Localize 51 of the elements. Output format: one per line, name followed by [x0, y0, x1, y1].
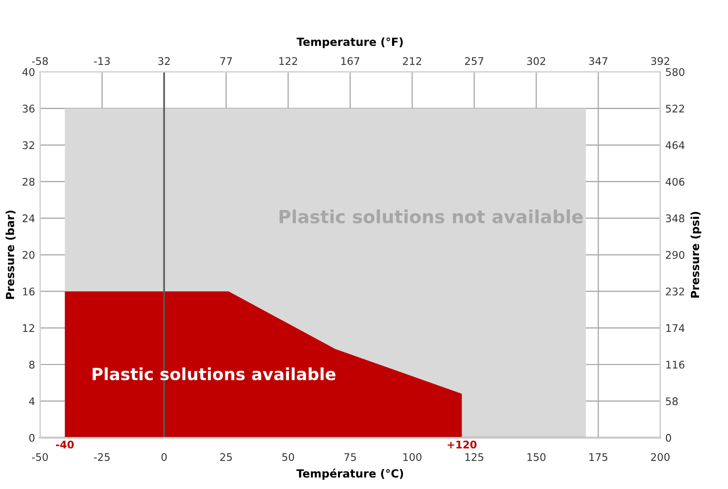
y2-tick-label: 174 [666, 324, 684, 332]
y-tick-label: 28 [22, 178, 34, 186]
x-tick-label: 125 [465, 453, 484, 461]
x2-tick-label: 167 [341, 57, 360, 66]
x2-tick-label: 32 [158, 57, 170, 66]
x-tick-label: 175 [589, 453, 608, 461]
y2-tick-label: 348 [666, 214, 684, 222]
y2-tick-label: 522 [666, 104, 684, 113]
x2-tick-label: 212 [403, 57, 422, 65]
y-axis-title: Pressure (bar) [6, 210, 16, 299]
y2-tick-label: 232 [666, 288, 684, 296]
annotation: -40 [56, 440, 74, 448]
y2-tick-label: 580 [666, 68, 684, 76]
x2-tick-label: -58 [32, 57, 48, 66]
x-tick-label: -25 [94, 453, 110, 461]
x2-axis-title: Temperature (°F) [296, 37, 403, 48]
x-tick-label: -50 [32, 453, 48, 461]
x-tick-label: 25 [220, 453, 232, 461]
x2-tick-label: 302 [527, 57, 546, 66]
y-tick-label: 32 [22, 141, 34, 150]
x-tick-label: 50 [282, 453, 294, 461]
y2-axis-title: Pressure (psi) [690, 212, 702, 298]
y-tick-label: 8 [29, 360, 34, 369]
x2-tick-label: -13 [94, 57, 110, 66]
y2-tick-label: 464 [666, 141, 684, 150]
x2-tick-label: 77 [220, 57, 232, 65]
y-tick-label: 0 [29, 434, 34, 442]
y-tick-label: 36 [22, 104, 35, 113]
y2-tick-label: 0 [666, 434, 672, 442]
x2-tick-label: 347 [589, 57, 608, 66]
x-tick-label: 150 [527, 453, 546, 461]
y-tick-label: 12 [23, 324, 34, 332]
annotation: Plastic solutions available [92, 367, 336, 380]
y2-tick-label: 290 [666, 250, 684, 259]
annotation: +120 [448, 440, 477, 448]
y2-tick-label: 116 [666, 360, 684, 369]
x-tick-label: 100 [403, 453, 422, 461]
x-tick-label: 200 [651, 453, 670, 461]
x2-tick-label: 392 [651, 57, 670, 66]
y-tick-label: 4 [29, 397, 35, 406]
y-tick-label: 20 [22, 250, 34, 259]
x-tick-label: 0 [161, 453, 167, 461]
x-axis-title: Température (°C) [296, 468, 404, 480]
y-tick-label: 24 [22, 214, 35, 222]
y-tick-label: 40 [22, 68, 34, 76]
y2-tick-label: 58 [666, 397, 678, 406]
x-tick-label: 75 [344, 453, 356, 461]
x2-tick-label: 122 [279, 57, 298, 65]
y2-tick-label: 406 [666, 178, 684, 186]
x2-tick-label: 257 [465, 57, 484, 66]
y-tick-label: 16 [23, 288, 35, 296]
